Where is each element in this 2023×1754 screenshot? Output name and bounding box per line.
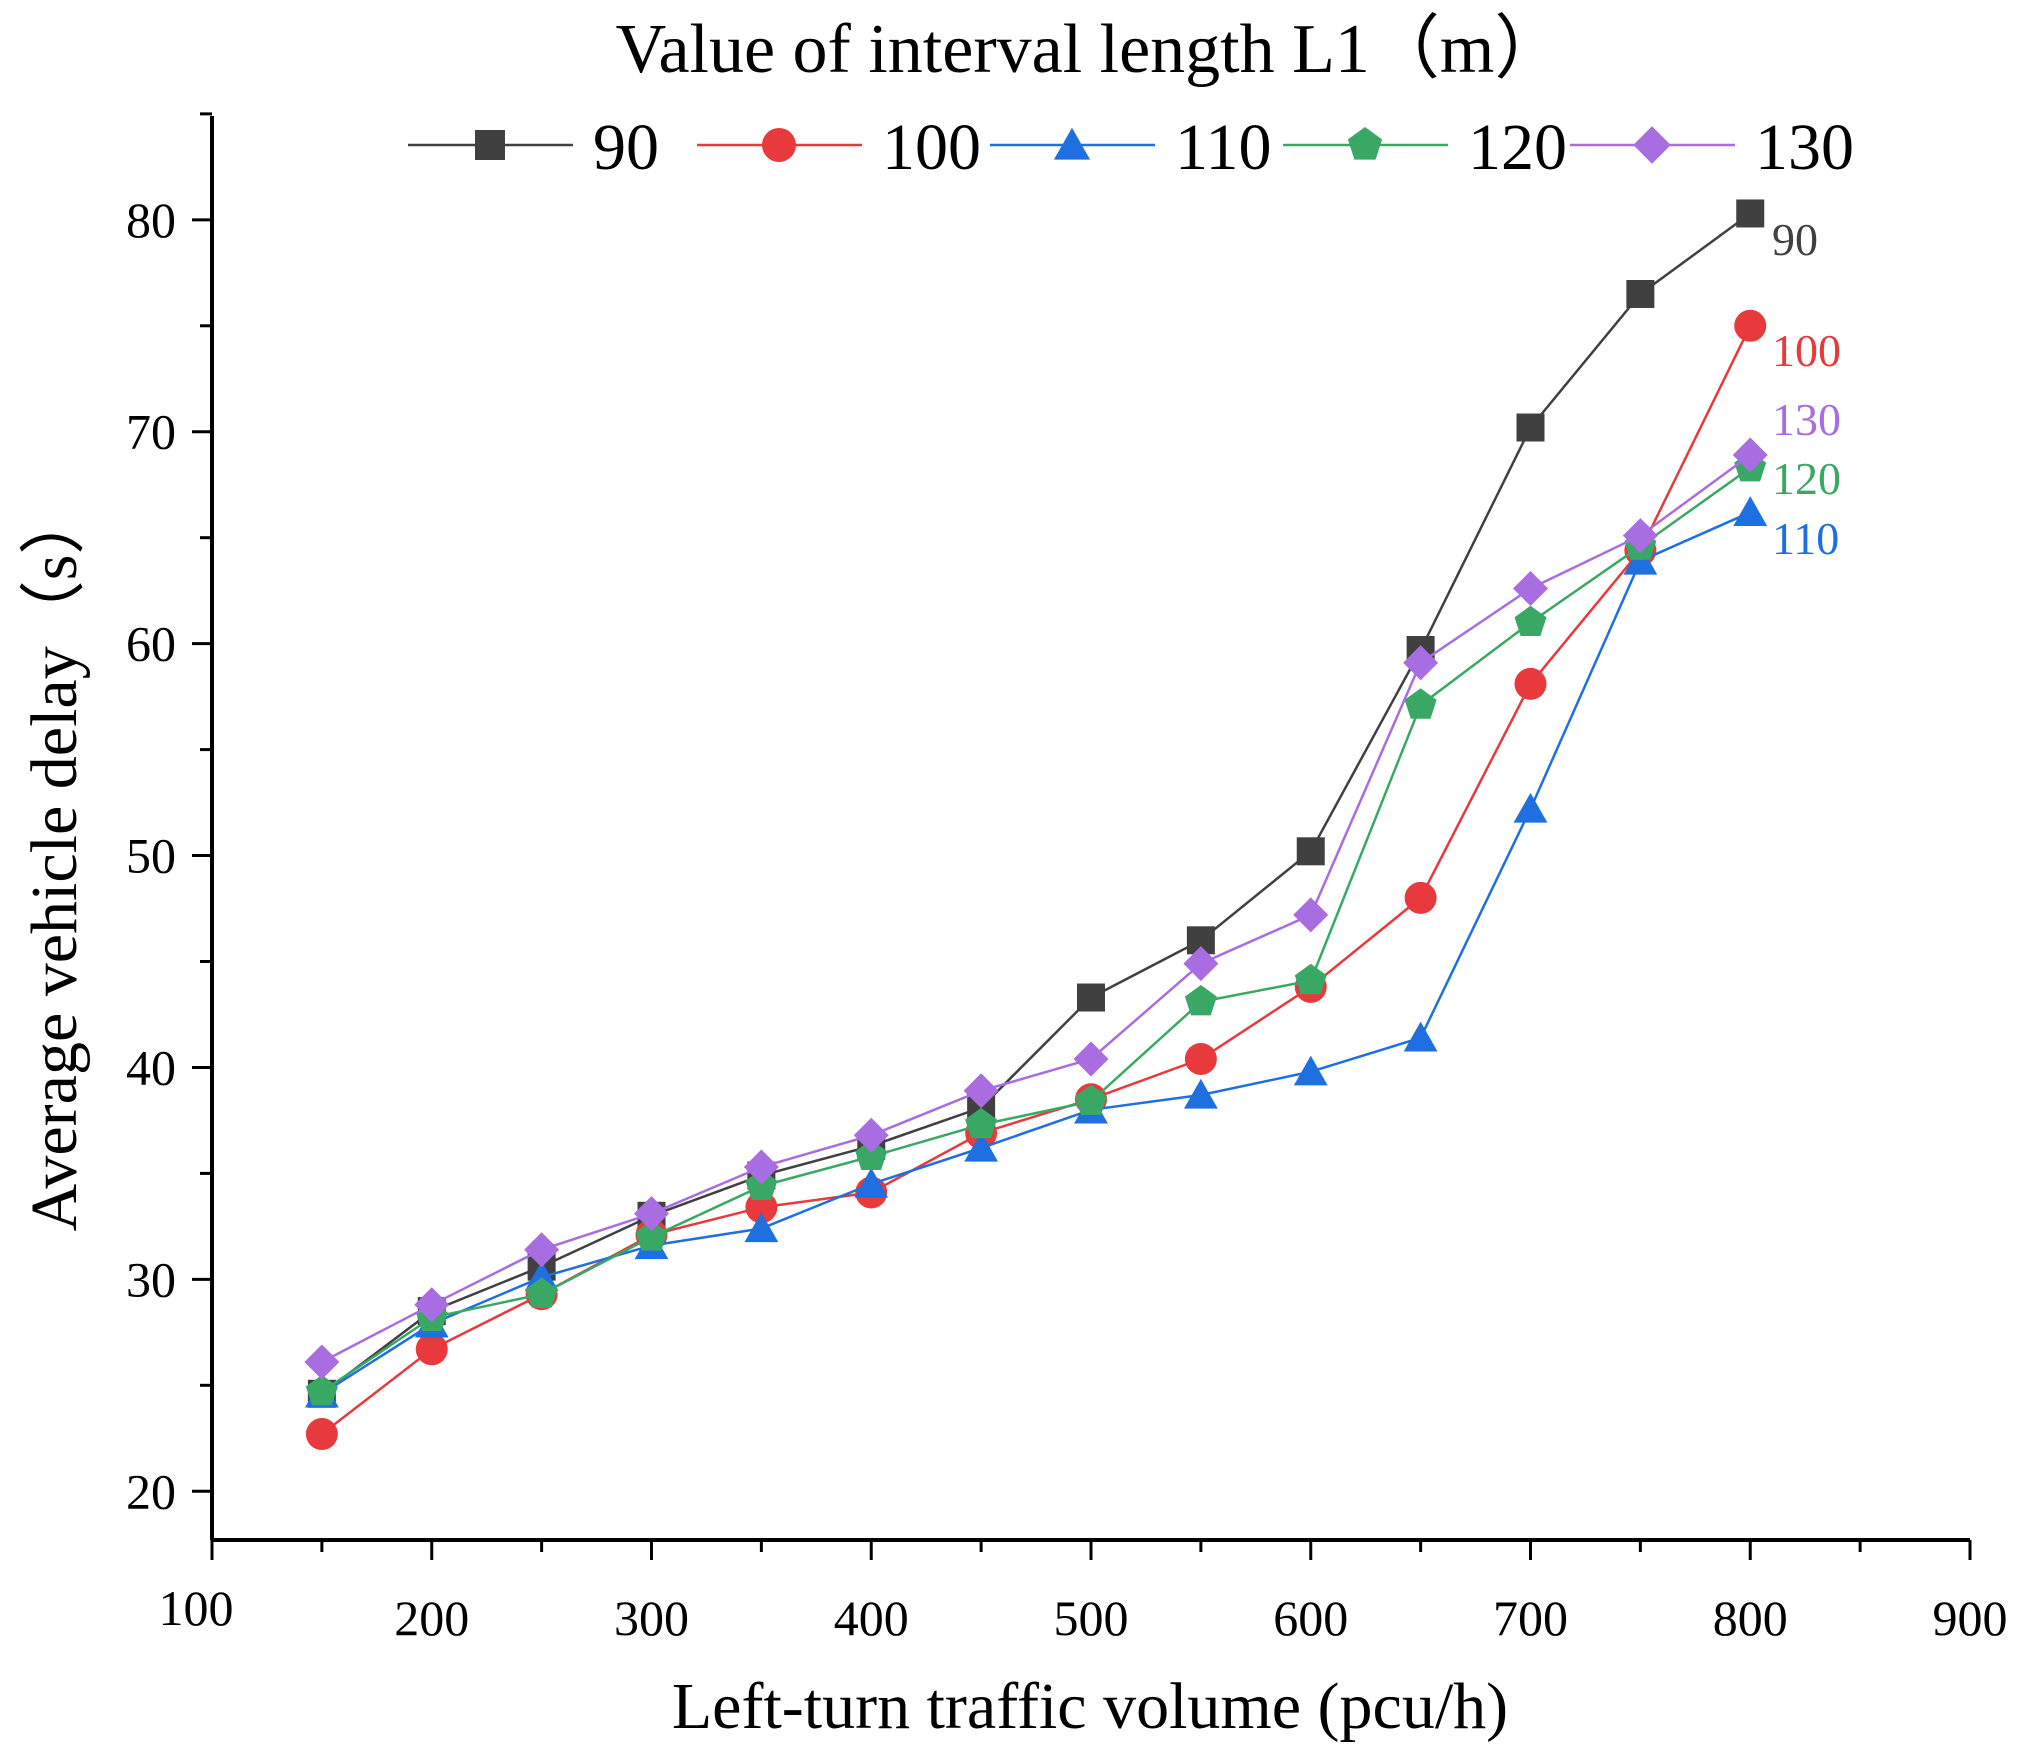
- data-point-130: [1622, 518, 1658, 554]
- series-line-90: [321, 212, 1752, 1395]
- series-line-130: [321, 453, 1752, 1364]
- series-120: [305, 451, 1767, 1406]
- y-tick-label: 60: [126, 616, 176, 672]
- data-point-130: [1073, 1041, 1109, 1077]
- data-point-90: [1626, 280, 1655, 308]
- data-point-130: [853, 1117, 889, 1153]
- series-100: [305, 309, 1767, 1451]
- data-point-100: [1514, 667, 1547, 700]
- data-point-110: [1293, 1055, 1328, 1086]
- x-tick-label: 200: [394, 1590, 469, 1646]
- x-tick-label: 400: [834, 1590, 909, 1646]
- data-point-110: [744, 1212, 779, 1243]
- chart-title: Value of interval length L1（m）: [616, 11, 1565, 88]
- series-90: [307, 199, 1765, 1408]
- legend-label-120: 120: [1468, 111, 1567, 184]
- data-point-100: [1404, 881, 1437, 914]
- data-point-110: [1183, 1078, 1218, 1109]
- data-point-120: [1294, 963, 1327, 995]
- legend-item-120: 120: [1283, 111, 1567, 184]
- data-point-130: [1403, 645, 1439, 681]
- end-label-90: 90: [1772, 214, 1818, 265]
- legend-marker-90: [475, 130, 505, 160]
- axes: 100 200 300 400 500 600 700 800 900 20 30 40 50 60 70 8…: [126, 112, 2008, 1646]
- y-tick-label: 80: [126, 192, 176, 248]
- data-point-90: [1516, 413, 1545, 442]
- legend-marker-120: [1347, 127, 1383, 160]
- x-tick-label: 600: [1273, 1590, 1348, 1646]
- series-110: [304, 496, 1768, 1408]
- x-tick-label: 800: [1713, 1590, 1788, 1646]
- y-tick-label: 40: [126, 1039, 176, 1095]
- series-layer: [304, 199, 1768, 1451]
- data-point-100: [1734, 309, 1767, 342]
- data-point-90: [1296, 837, 1325, 866]
- end-label-130: 130: [1772, 394, 1841, 445]
- y-axis-label: Average vehicle delay（s）: [18, 489, 91, 1232]
- data-point-110: [1733, 496, 1768, 526]
- data-point-130: [1293, 897, 1329, 933]
- data-point-130: [1732, 437, 1768, 473]
- legend-item-100: 100: [697, 111, 981, 184]
- data-point-120: [525, 1277, 558, 1308]
- data-point-130: [1513, 571, 1548, 607]
- series-line-120: [321, 466, 1752, 1393]
- series-line-110: [321, 511, 1751, 1395]
- data-point-120: [1184, 985, 1217, 1016]
- legend-marker-130: [1633, 126, 1671, 164]
- legend: 90 100 110 120 130: [408, 111, 1854, 184]
- legend-marker-100: [762, 128, 796, 162]
- y-tick-label: 50: [126, 828, 176, 884]
- x-axis-label: Left-turn traffic volume (pcu/h): [672, 1670, 1508, 1743]
- y-tick-label: 20: [126, 1463, 176, 1519]
- data-point-100: [305, 1418, 338, 1451]
- data-point-120: [1514, 605, 1547, 636]
- data-point-110: [854, 1167, 889, 1198]
- data-point-120: [1404, 688, 1437, 719]
- data-point-110: [964, 1131, 999, 1162]
- data-point-120: [635, 1220, 668, 1251]
- x-tick-label: 700: [1493, 1590, 1568, 1646]
- x-tick-label: 100: [159, 1580, 234, 1636]
- end-label-110: 110: [1772, 513, 1839, 564]
- data-point-130: [304, 1344, 340, 1380]
- y-tick-label: 30: [126, 1251, 176, 1307]
- x-tick-label: 500: [1054, 1590, 1129, 1646]
- data-point-130: [1183, 946, 1219, 982]
- legend-label-100: 100: [882, 111, 981, 184]
- data-point-110: [1513, 792, 1548, 823]
- data-point-130: [963, 1073, 999, 1109]
- data-point-120: [1075, 1084, 1107, 1115]
- end-label-120: 120: [1772, 453, 1841, 504]
- y-tick-label: 70: [126, 404, 176, 460]
- data-point-120: [305, 1374, 338, 1406]
- legend-label-110: 110: [1175, 111, 1272, 184]
- data-point-120: [855, 1139, 888, 1170]
- legend-label-90: 90: [593, 111, 659, 184]
- data-point-100: [415, 1333, 448, 1366]
- data-point-130: [634, 1196, 669, 1232]
- x-tick-label: 300: [614, 1590, 689, 1646]
- end-labels: 90 100 110 120 130: [1772, 214, 1841, 564]
- end-label-100: 100: [1772, 325, 1841, 376]
- data-point-110: [1403, 1021, 1438, 1052]
- data-point-130: [524, 1232, 560, 1268]
- legend-marker-110: [1053, 127, 1091, 160]
- x-tick-label: 900: [1933, 1590, 2008, 1646]
- legend-item-90: 90: [408, 111, 659, 184]
- data-point-90: [1736, 199, 1765, 228]
- data-point-110: [524, 1261, 559, 1291]
- data-point-130: [743, 1149, 779, 1185]
- legend-item-130: 130: [1570, 111, 1854, 184]
- legend-label-130: 130: [1755, 111, 1854, 184]
- series-130: [304, 437, 1768, 1380]
- data-point-120: [965, 1107, 998, 1139]
- data-point-100: [1184, 1042, 1217, 1075]
- legend-item-110: 110: [990, 111, 1272, 184]
- data-point-90: [1077, 983, 1105, 1012]
- data-point-130: [414, 1287, 450, 1323]
